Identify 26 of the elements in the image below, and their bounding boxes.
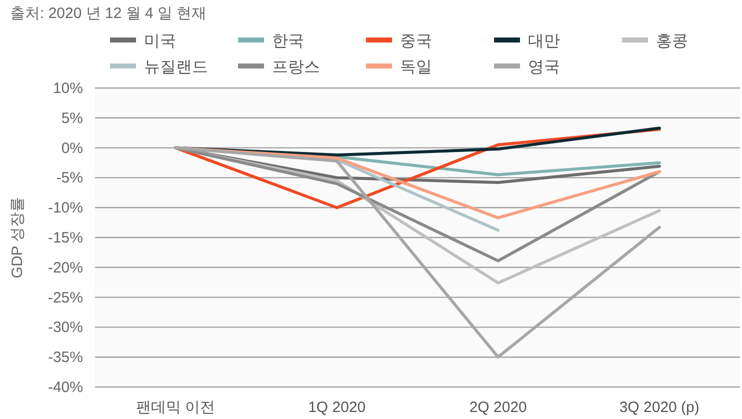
legend-label: 한국 [272,33,304,50]
legend-label: 독일 [400,59,432,76]
y-tick-label: -30% [48,319,83,336]
legend-label: 중국 [400,33,432,50]
x-tick-label: 3Q 2020 (p) [619,399,700,416]
y-tick-label: 0% [61,140,83,157]
legend-label: 프랑스 [272,59,320,76]
y-tick-label: -10% [48,200,83,217]
y-axis-title: GDP 성장률 [9,196,26,278]
legend-label: 영국 [528,59,560,76]
y-tick-label: 5% [61,110,83,127]
x-tick-label: 1Q 2020 [308,399,366,416]
source-note: 출처: 2020 년 12 월 4 일 현재 [10,5,207,22]
x-tick-label: 2Q 2020 [469,399,527,416]
x-tick-label: 팬데믹 이전 [136,399,216,416]
y-tick-label: -15% [48,230,83,246]
y-tick-label: -40% [48,379,83,396]
y-tick-label: -20% [48,259,83,276]
y-tick-label: -35% [48,349,83,366]
legend-label: 뉴질랜드 [144,59,208,76]
legend-label: 홍콩 [656,33,688,50]
legend-label: 대만 [528,33,560,50]
legend-label: 미국 [144,33,176,50]
y-tick-label: -25% [48,289,83,306]
y-tick-label: -5% [56,170,83,187]
y-tick-label: 10% [52,80,83,97]
